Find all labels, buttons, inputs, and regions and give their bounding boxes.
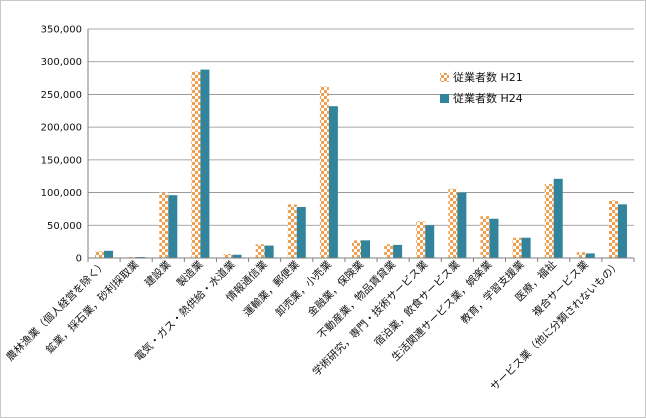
bar-h21 [319, 86, 329, 258]
bar-h24 [232, 254, 242, 258]
bar-h21 [255, 244, 265, 258]
legend: 従業者数 H21 従業者数 H24 [440, 71, 523, 105]
bar-h24 [553, 178, 563, 258]
bar-h21 [352, 240, 361, 258]
y-tick-label: 50,000 [47, 221, 82, 232]
bar-h21 [95, 251, 105, 258]
y-tick-label: 200,000 [41, 123, 82, 134]
bar-h24 [489, 218, 499, 258]
y-tick-label: 150,000 [41, 155, 82, 166]
bar-h21 [191, 71, 201, 259]
bar-h21 [223, 254, 233, 258]
legend-swatch [440, 94, 449, 103]
bar-h24 [104, 250, 114, 258]
bar-h21 [544, 184, 554, 258]
bars [95, 69, 627, 259]
bar-h24 [393, 244, 403, 258]
gridlines [88, 28, 634, 226]
bar-h21 [480, 216, 490, 258]
bar-h24 [264, 245, 274, 258]
y-tick-label: 0 [76, 254, 82, 265]
bar-h21 [416, 221, 426, 258]
legend-label: 従業者数 H21 [453, 71, 523, 84]
bar-h24 [200, 69, 210, 259]
y-tick-label: 250,000 [41, 90, 82, 101]
y-tick-label: 350,000 [41, 25, 82, 36]
legend-swatch [440, 73, 449, 82]
bar-h21 [159, 192, 169, 258]
bar-h21 [608, 200, 618, 258]
bar-h24 [296, 206, 306, 258]
bar-h24 [585, 253, 595, 258]
bar-h24 [425, 225, 435, 258]
y-axis-ticks: 0 50,000 100,000 150,000 200,000 250,000 300,0… [41, 25, 82, 265]
bar-h24 [361, 240, 370, 258]
bar-h24 [457, 192, 467, 258]
bar-h24 [168, 195, 178, 258]
y-tick-label: 100,000 [41, 188, 82, 199]
bar-h21 [512, 237, 522, 258]
bar-h21 [576, 252, 586, 258]
legend-label: 従業者数 H24 [453, 92, 523, 105]
bar-h21 [384, 244, 394, 258]
bar-h24 [521, 237, 531, 258]
bar-h21 [287, 204, 297, 258]
axes [87, 29, 635, 262]
bar-h24 [617, 204, 627, 258]
bar-h24 [328, 106, 338, 258]
bar-h21 [448, 188, 458, 258]
y-tick-label: 300,000 [41, 57, 82, 68]
